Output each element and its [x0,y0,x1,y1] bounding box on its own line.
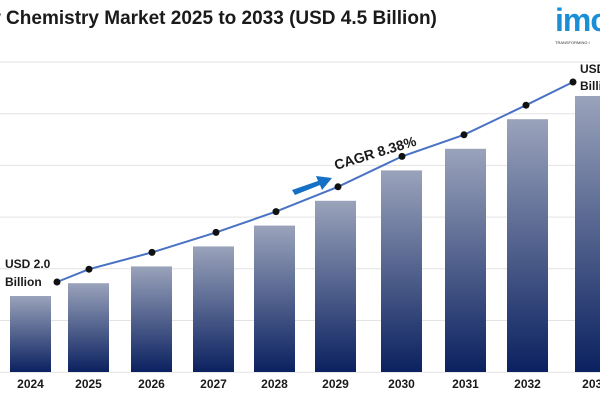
start-value-label-line2: Billion [5,275,42,289]
trend-point-2028 [272,208,280,216]
x-tick-label: 2028 [261,377,288,391]
end-value-label-line2: Billi [580,79,600,93]
bar-2025 [68,283,109,372]
bar-2033 [575,96,600,372]
x-tick-label: 2024 [17,377,44,391]
end-value-label-line1: USD [580,62,600,76]
x-tick-label: 2027 [200,377,227,391]
cagr-label: CAGR 8.38% [332,133,418,173]
trend-point-2027 [212,228,220,236]
start-value-label-line1: USD 2.0 [5,257,51,271]
growth-arrow-icon [292,176,332,195]
bar-2026 [131,266,172,372]
trend-point-2033 [569,78,577,86]
trend-point-2025 [85,265,93,273]
bar-2027 [193,246,234,372]
x-tick-label: 2026 [138,377,165,391]
trend-point-2030 [398,152,406,160]
x-tick-label: 2031 [452,377,479,391]
trend-point-2032 [522,101,530,109]
bar-2030 [381,170,422,372]
trend-point-2026 [148,248,156,256]
company-logo: imc TRANSFORMING I [555,2,600,46]
x-tick-label: 2032 [514,377,541,391]
x-tick-label: 2025 [75,377,102,391]
bar-2032 [507,119,548,372]
x-tick-label: 2030 [388,377,415,391]
bar-2031 [445,148,486,372]
x-tick-label: 2029 [322,377,349,391]
trend-point-2024 [53,278,61,286]
bar-2029 [315,200,356,372]
chart-title: w Chemistry Market 2025 to 2033 (USD 4.5… [0,8,437,29]
bar-2024 [10,296,51,372]
bar-2028 [254,225,295,372]
trend-point-2031 [460,131,468,139]
logo-tagline: TRANSFORMING I [555,40,590,45]
x-tick-label: 2033 [582,377,600,391]
trend-line [56,81,574,283]
trend-point-2029 [334,183,342,191]
logo-text: imc [555,2,600,38]
